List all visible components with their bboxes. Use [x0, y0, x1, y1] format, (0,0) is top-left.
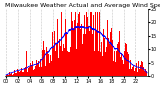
Text: Milwaukee Weather Actual and Average Wind Speed by Minute mph (Last 24 Hours): Milwaukee Weather Actual and Average Win… — [5, 3, 160, 8]
